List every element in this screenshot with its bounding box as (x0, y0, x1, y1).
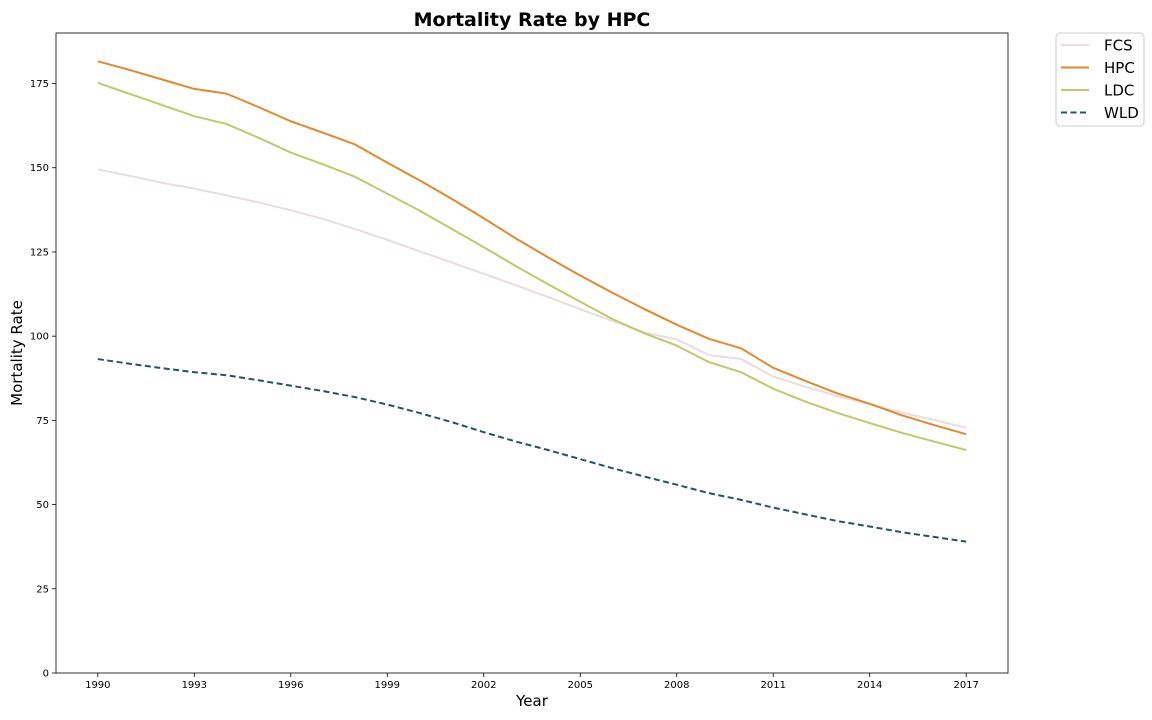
y-tick-label: 150 (30, 163, 49, 174)
x-tick-label: 2005 (568, 680, 593, 691)
x-tick-label: 1996 (278, 680, 303, 691)
y-tick-label: 175 (30, 79, 49, 90)
chart-title: Mortality Rate by HPC (414, 9, 651, 31)
y-tick-label: 50 (36, 500, 49, 511)
x-tick-label: 2017 (953, 680, 978, 691)
series-line-ldc (97, 81, 967, 451)
y-tick-label: 25 (36, 584, 49, 595)
y-tick-label: 75 (36, 416, 49, 427)
legend-label-fcs: FCS (1104, 37, 1133, 55)
x-tick-label: 2008 (664, 680, 689, 691)
y-tick-label: 100 (30, 332, 49, 343)
x-tick-label: 2002 (471, 680, 496, 691)
x-tick-label: 1993 (182, 680, 207, 691)
x-tick-label: 2011 (760, 680, 785, 691)
y-axis-title: Mortality Rate (8, 300, 26, 406)
x-axis-title: Year (515, 692, 549, 710)
legend-label-ldc: LDC (1104, 82, 1134, 100)
legend-label-wld: WLD (1104, 104, 1139, 122)
y-tick-label: 0 (43, 669, 49, 680)
y-tick-label: 125 (30, 247, 49, 258)
plot-frame (55, 32, 1009, 674)
legend-label-hpc: HPC (1104, 59, 1135, 77)
series-line-wld (97, 358, 967, 543)
x-tick-label: 1999 (375, 680, 400, 691)
legend: FCS HPC LDC WLD (1055, 32, 1145, 127)
series-line-hpc (97, 60, 967, 436)
plot-area: 1990 1993 1996 1999 2002 2005 2008 2011 2014 2017… (30, 32, 1009, 691)
x-tick-label: 2014 (857, 680, 882, 691)
series-line-fcs (97, 168, 967, 429)
legend-box (1055, 32, 1145, 127)
x-tick-label: 1990 (85, 680, 110, 691)
